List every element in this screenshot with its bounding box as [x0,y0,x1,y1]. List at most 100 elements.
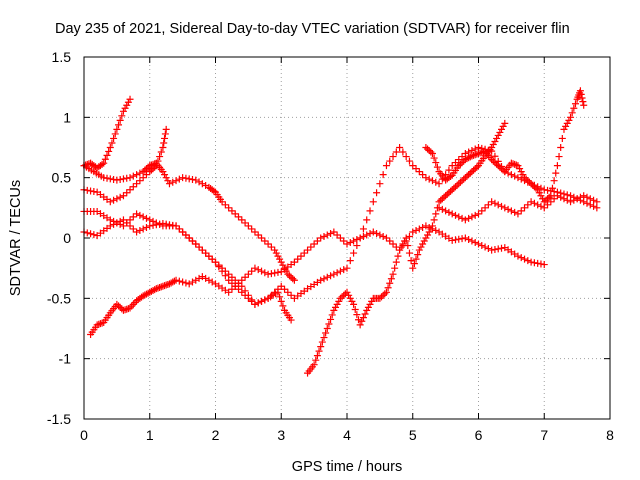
data-point [103,151,111,159]
data-point [106,216,114,224]
data-point [264,240,272,248]
data-point [330,228,338,236]
data-point [136,177,144,185]
data-point [149,221,157,229]
data-point [537,192,545,200]
data-point [123,219,131,227]
x-axis-label: GPS time / hours [292,459,402,475]
data-point [563,196,571,204]
data-point [238,282,246,290]
data-point [458,177,466,185]
data-point [458,214,466,222]
data-point [136,211,144,219]
data-point [491,152,499,160]
data-point [272,249,280,257]
data-point [345,291,353,299]
data-point [489,140,497,148]
data-point [195,243,203,251]
data-point [279,302,287,310]
data-point [438,205,446,213]
data-point [161,134,169,142]
data-point [300,249,308,257]
data-point [407,257,415,265]
data-point [156,283,164,291]
data-point [427,148,435,156]
data-point [493,160,501,168]
data-point [448,162,456,170]
data-point [420,237,428,245]
data-point [373,229,381,237]
data-point [271,246,279,254]
x-tick-label: 5 [409,427,417,443]
series-arc-c [80,125,170,206]
data-point [336,294,344,302]
data-point [425,228,433,236]
data-point [448,236,456,244]
data-point [154,157,162,165]
data-point [466,153,474,161]
data-point [139,174,147,182]
data-point [517,254,525,262]
data-point [175,277,183,285]
x-tick-label: 3 [277,427,285,443]
data-point [113,176,121,184]
data-point [323,231,331,239]
data-point [264,294,272,302]
data-point [340,266,348,274]
data-point [287,273,295,281]
data-point [205,276,213,284]
data-point [507,159,515,167]
data-point [422,234,430,242]
data-point [139,213,147,221]
data-point [116,193,124,201]
data-point [313,352,321,360]
data-point [428,177,436,185]
data-point [433,163,441,171]
data-point [475,210,482,218]
data-point [491,199,499,207]
data-point [583,199,591,207]
data-point [478,148,486,156]
data-point [312,356,320,364]
data-point [366,300,374,308]
data-point [494,245,502,253]
data-point [276,293,284,301]
data-point [498,244,506,252]
data-point [320,232,328,240]
data-point [488,156,496,164]
data-point [133,171,141,179]
data-point [498,125,506,133]
data-point [172,276,180,284]
data-point [123,189,131,197]
data-point [530,199,538,207]
series-arc-a [80,159,298,284]
data-point [537,260,545,268]
data-point [106,175,114,183]
data-point [577,90,585,98]
data-point [481,204,489,212]
y-tick-label: 0 [63,230,71,246]
data-point [404,242,412,250]
data-point [139,225,147,233]
data-point [522,175,530,183]
data-point [251,228,259,236]
data-point [198,180,206,188]
data-point [534,201,542,209]
data-point [514,174,522,182]
data-point [188,237,196,245]
data-point [126,95,134,103]
data-point [290,276,298,284]
data-point [465,214,473,222]
data-point [108,139,116,147]
x-tick-label: 1 [146,427,154,443]
data-point [228,285,236,293]
data-point [119,107,127,115]
data-point [435,180,443,188]
data-point [254,299,262,307]
data-point [440,193,448,201]
data-point [338,293,346,301]
data-point [142,214,150,222]
data-point [562,122,570,130]
data-point [87,187,95,195]
x-axis-ticks: 0 1 2 3 4 5 6 7 8 [80,57,614,443]
